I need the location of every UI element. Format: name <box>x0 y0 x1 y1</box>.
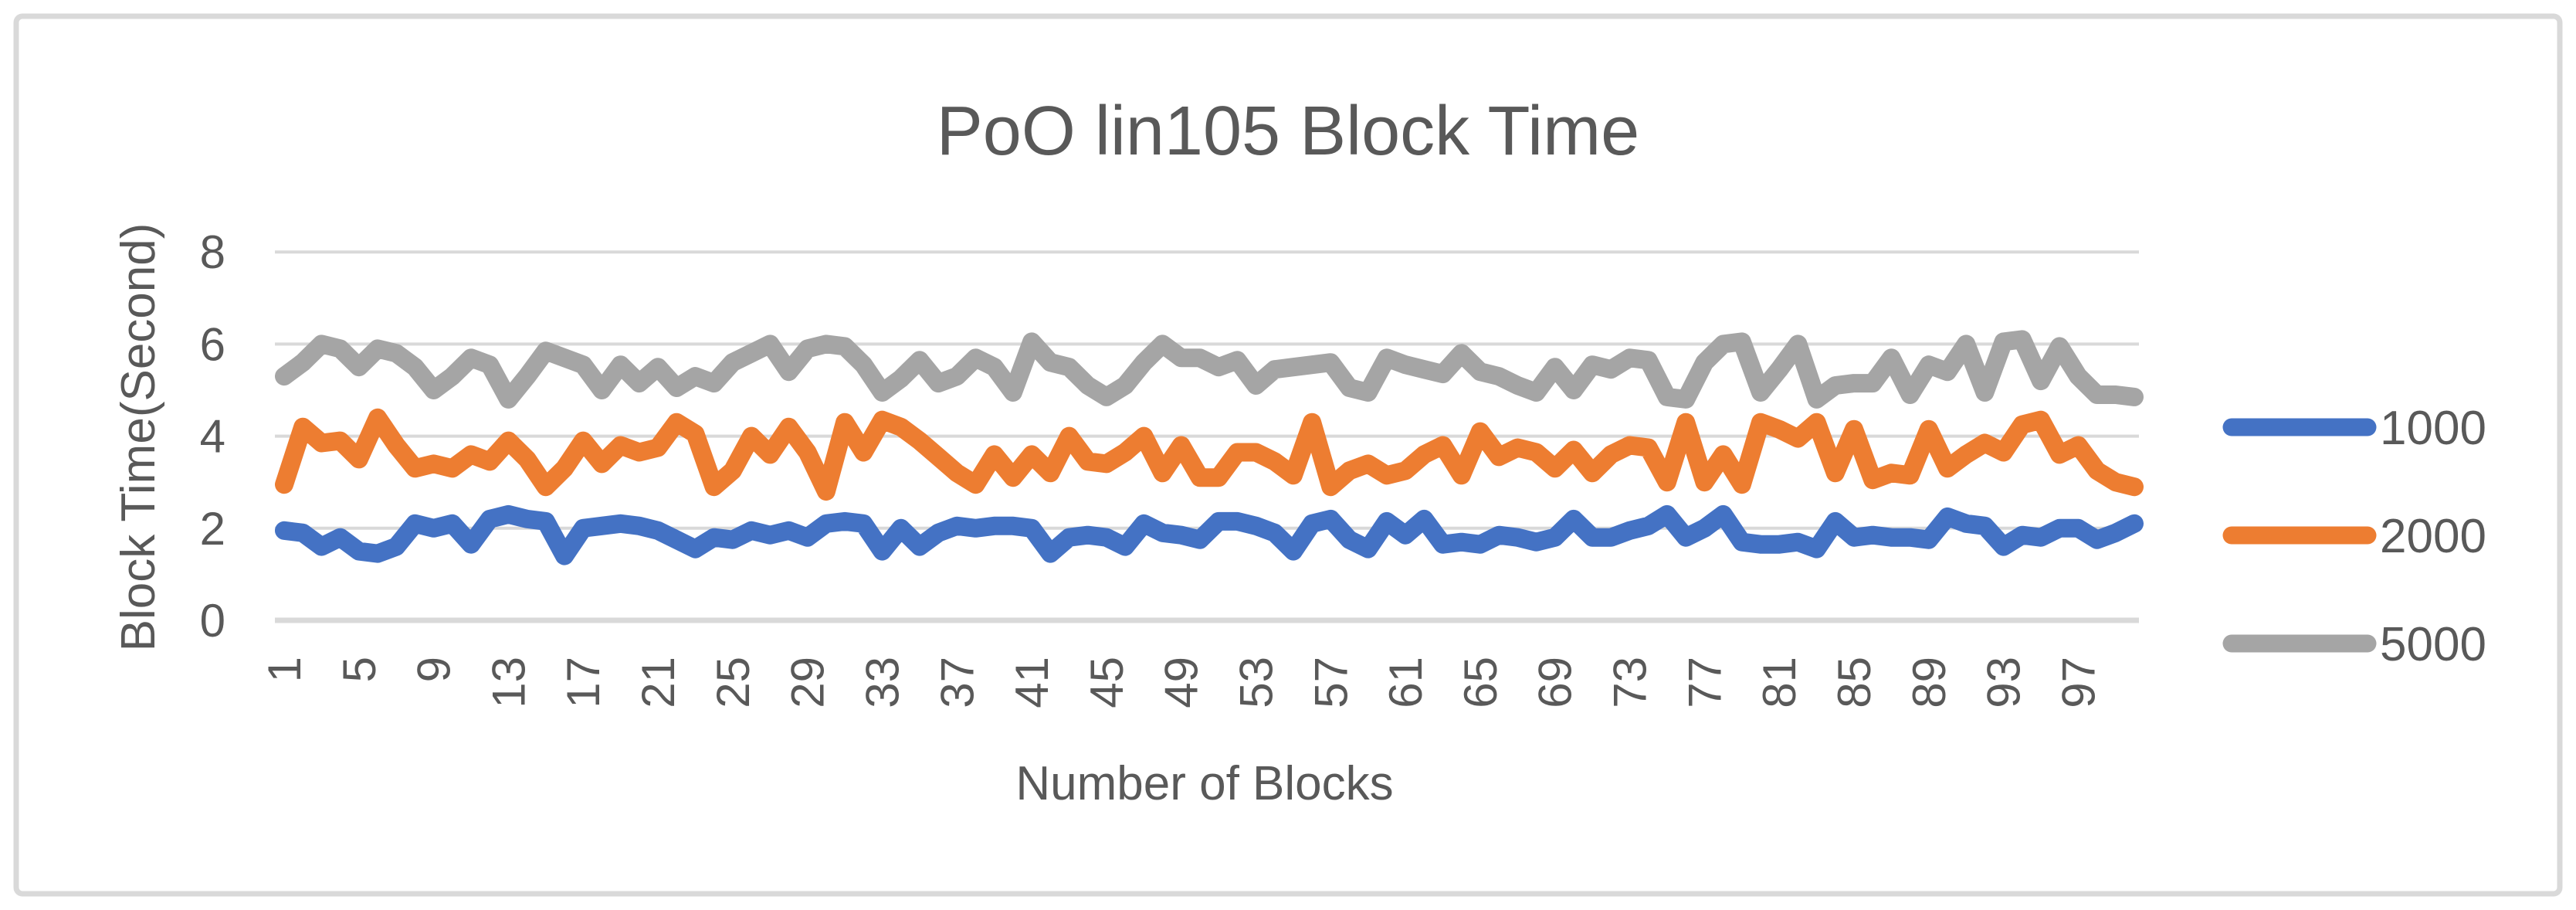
x-tick-label: 81 <box>1754 657 1805 708</box>
legend-label-1000: 1000 <box>2380 402 2486 455</box>
x-tick-label: 25 <box>707 657 759 708</box>
legend: 1000 2000 5000 <box>2222 402 2486 671</box>
x-tick-label: 73 <box>1605 657 1656 708</box>
series-line-5000 <box>275 330 2144 409</box>
legend-label-5000: 5000 <box>2380 618 2486 671</box>
x-tick-label: 41 <box>1006 657 1058 708</box>
y-tick-label: 8 <box>200 226 225 278</box>
x-tick-label: 89 <box>1903 657 1955 708</box>
x-tick-label: 65 <box>1455 657 1507 708</box>
x-tick-label: 21 <box>632 657 684 708</box>
x-tick-label: 33 <box>856 657 908 708</box>
x-tick-label: 53 <box>1231 657 1283 708</box>
x-axis-tick-labels: 1 5 9 13 17 21 25 29 33 37 41 45 49 53 57 61 65 69 73 77 81 8… <box>259 657 2104 708</box>
legend-item-1000: 1000 <box>2222 402 2486 455</box>
legend-label-2000: 2000 <box>2380 510 2486 563</box>
x-axis-title: Number of Blocks <box>1015 757 1393 810</box>
x-tick-label: 85 <box>1829 657 1880 708</box>
x-tick-label: 77 <box>1679 657 1730 708</box>
y-tick-label: 4 <box>200 411 225 463</box>
legend-item-5000: 5000 <box>2222 618 2486 671</box>
x-tick-label: 57 <box>1305 657 1357 708</box>
x-tick-label: 49 <box>1156 657 1208 708</box>
x-tick-label: 37 <box>931 657 983 708</box>
x-tick-label: 97 <box>2052 657 2104 708</box>
series-lines <box>275 330 2144 565</box>
x-tick-label: 93 <box>1978 657 2030 708</box>
series-line-2000 <box>275 408 2144 501</box>
y-tick-label: 6 <box>200 318 225 370</box>
x-tick-label: 13 <box>483 657 534 708</box>
chart-title: PoO lin105 Block Time <box>937 93 1639 170</box>
x-tick-label: 45 <box>1081 657 1133 708</box>
x-tick-label: 9 <box>408 657 460 682</box>
chart-border <box>13 13 2563 897</box>
y-tick-label: 0 <box>200 595 225 647</box>
y-axis-title: Block Time(Second) <box>112 223 165 652</box>
x-tick-label: 17 <box>558 657 609 708</box>
series-line-1000 <box>275 504 2144 565</box>
x-tick-label: 69 <box>1530 657 1581 708</box>
x-tick-label: 61 <box>1380 657 1432 708</box>
x-tick-label: 29 <box>782 657 834 708</box>
y-tick-label: 2 <box>200 503 225 555</box>
x-tick-label: 1 <box>259 657 310 682</box>
x-tick-label: 5 <box>334 657 385 682</box>
legend-item-2000: 2000 <box>2222 510 2486 563</box>
y-axis-tick-labels: 0 2 4 6 8 <box>200 226 225 647</box>
